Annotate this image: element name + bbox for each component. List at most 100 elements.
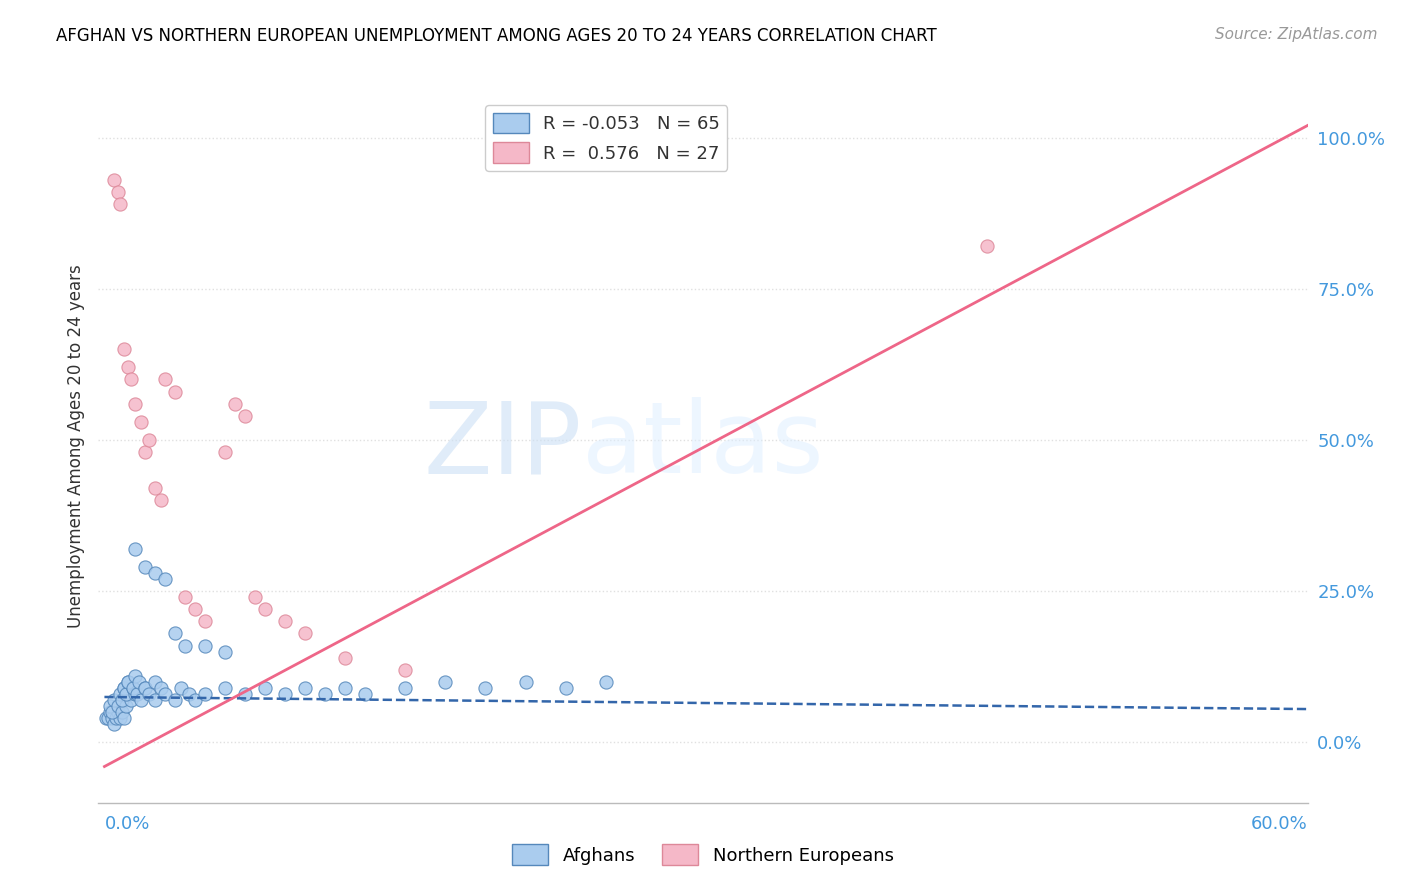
Point bbox=[110, 711, 132, 725]
Point bbox=[117, 360, 139, 375]
Point bbox=[233, 409, 256, 423]
Point bbox=[115, 699, 138, 714]
Point bbox=[976, 239, 998, 253]
Point bbox=[129, 415, 152, 429]
Point bbox=[101, 705, 124, 719]
Point bbox=[114, 711, 136, 725]
Point bbox=[107, 705, 129, 719]
Point bbox=[117, 687, 139, 701]
Text: AFGHAN VS NORTHERN EUROPEAN UNEMPLOYMENT AMONG AGES 20 TO 24 YEARS CORRELATION C: AFGHAN VS NORTHERN EUROPEAN UNEMPLOYMENT… bbox=[56, 27, 936, 45]
Point bbox=[124, 687, 146, 701]
Point bbox=[111, 693, 134, 707]
Point bbox=[114, 681, 136, 695]
Point bbox=[143, 481, 166, 495]
Point bbox=[314, 687, 336, 701]
Point bbox=[214, 445, 236, 459]
Point bbox=[125, 687, 148, 701]
Point bbox=[595, 674, 617, 689]
Point bbox=[121, 681, 143, 695]
Point bbox=[120, 693, 142, 707]
Point bbox=[103, 693, 125, 707]
Point bbox=[274, 687, 297, 701]
Point bbox=[163, 384, 186, 399]
Point bbox=[274, 615, 297, 629]
Point bbox=[121, 681, 143, 695]
Point bbox=[107, 185, 129, 199]
Point bbox=[138, 687, 160, 701]
Point bbox=[183, 693, 205, 707]
Point bbox=[233, 687, 256, 701]
Point bbox=[333, 650, 356, 665]
Point bbox=[333, 681, 356, 695]
Point bbox=[96, 711, 118, 725]
Point bbox=[138, 433, 160, 447]
Point bbox=[163, 626, 186, 640]
Text: atlas: atlas bbox=[582, 398, 824, 494]
Point bbox=[149, 493, 172, 508]
Point bbox=[214, 681, 236, 695]
Point bbox=[149, 681, 172, 695]
Point bbox=[163, 693, 186, 707]
Point bbox=[124, 397, 146, 411]
Point bbox=[474, 681, 496, 695]
Point bbox=[173, 639, 195, 653]
Legend: Afghans, Northern Europeans: Afghans, Northern Europeans bbox=[505, 837, 901, 872]
Point bbox=[214, 645, 236, 659]
Point bbox=[554, 681, 576, 695]
Point bbox=[100, 705, 122, 719]
Point bbox=[294, 626, 316, 640]
Point bbox=[117, 674, 139, 689]
Point bbox=[115, 687, 138, 701]
Point bbox=[194, 687, 217, 701]
Point bbox=[120, 372, 142, 386]
Point bbox=[183, 602, 205, 616]
Point bbox=[194, 639, 217, 653]
Point bbox=[129, 693, 152, 707]
Point bbox=[101, 711, 124, 725]
Point bbox=[103, 717, 125, 731]
Point bbox=[173, 590, 195, 604]
Point bbox=[128, 674, 150, 689]
Point bbox=[107, 699, 129, 714]
Point bbox=[143, 674, 166, 689]
Point bbox=[153, 572, 176, 586]
Point bbox=[100, 699, 122, 714]
Point bbox=[117, 674, 139, 689]
Point bbox=[294, 681, 316, 695]
Point bbox=[515, 674, 537, 689]
Point bbox=[110, 197, 132, 211]
Point bbox=[97, 711, 120, 725]
Point bbox=[143, 566, 166, 580]
Point bbox=[111, 705, 134, 719]
Point bbox=[134, 445, 156, 459]
Point bbox=[134, 560, 156, 574]
Point bbox=[143, 693, 166, 707]
Point bbox=[434, 674, 457, 689]
Point bbox=[253, 681, 276, 695]
Point bbox=[354, 687, 377, 701]
Point bbox=[134, 681, 156, 695]
Point bbox=[103, 173, 125, 187]
Point bbox=[124, 541, 146, 556]
Point bbox=[243, 590, 266, 604]
Point bbox=[394, 663, 416, 677]
Text: 0.0%: 0.0% bbox=[104, 815, 150, 833]
Text: Source: ZipAtlas.com: Source: ZipAtlas.com bbox=[1215, 27, 1378, 42]
Point bbox=[224, 397, 246, 411]
Point bbox=[114, 681, 136, 695]
Point bbox=[114, 343, 136, 357]
Point bbox=[169, 681, 191, 695]
Text: ZIP: ZIP bbox=[423, 398, 582, 494]
Text: 60.0%: 60.0% bbox=[1251, 815, 1308, 833]
Point bbox=[253, 602, 276, 616]
Point bbox=[153, 687, 176, 701]
Point bbox=[110, 687, 132, 701]
Point bbox=[394, 681, 416, 695]
Point bbox=[105, 711, 128, 725]
Point bbox=[124, 669, 146, 683]
Point bbox=[177, 687, 200, 701]
Point bbox=[153, 372, 176, 386]
Y-axis label: Unemployment Among Ages 20 to 24 years: Unemployment Among Ages 20 to 24 years bbox=[66, 264, 84, 628]
Point bbox=[194, 615, 217, 629]
Point bbox=[134, 681, 156, 695]
